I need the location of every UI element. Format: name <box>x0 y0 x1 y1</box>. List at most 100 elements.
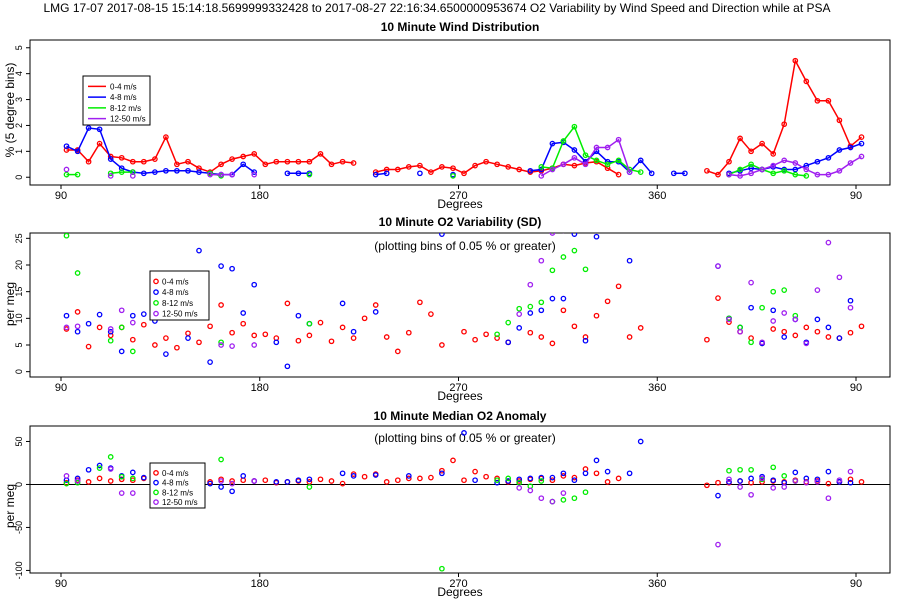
data-point <box>494 331 500 338</box>
data-point <box>770 288 777 295</box>
data-point <box>439 164 445 170</box>
data-point <box>229 171 235 178</box>
data-point <box>251 478 258 484</box>
data-point <box>306 476 313 483</box>
data-point <box>85 479 92 485</box>
data-point <box>196 169 202 175</box>
data-point <box>571 495 578 502</box>
data-point <box>428 169 434 175</box>
plot-frame <box>29 39 891 186</box>
data-point <box>549 166 556 173</box>
data-point <box>218 339 224 346</box>
data-point <box>737 478 743 484</box>
panel-title: 10 Minute O2 Variability (SD) <box>379 215 542 229</box>
data-point <box>803 340 810 347</box>
data-point <box>317 476 324 483</box>
data-point <box>439 342 445 348</box>
data-point <box>781 310 788 316</box>
data-point <box>825 239 832 246</box>
data-point <box>560 254 567 260</box>
data-point <box>163 335 169 341</box>
data-point <box>748 491 754 498</box>
data-point <box>140 474 147 481</box>
data-point <box>715 541 721 548</box>
data-point <box>858 140 865 147</box>
data-point <box>163 167 169 174</box>
data-point <box>770 162 777 169</box>
legend-swatch <box>153 310 159 317</box>
data-point <box>129 319 136 326</box>
data-point <box>847 476 854 483</box>
data-point <box>648 170 655 177</box>
data-point <box>604 161 611 168</box>
data-point <box>549 340 556 347</box>
data-point <box>152 169 158 175</box>
data-point <box>814 171 821 178</box>
data-point <box>262 477 269 484</box>
data-point <box>74 309 81 315</box>
data-point <box>781 121 788 128</box>
x-tick-label: 360 <box>648 578 666 590</box>
panel-subtitle: (plotting bins of 0.05 % or greater) <box>374 239 555 253</box>
data-point <box>74 171 81 178</box>
data-point <box>439 233 445 237</box>
data-point <box>770 485 777 491</box>
series-line <box>706 58 862 176</box>
data-point <box>317 151 324 157</box>
data-point <box>748 148 754 155</box>
data-point <box>704 336 710 343</box>
data-point <box>803 78 810 85</box>
y-tick-label: 4 <box>14 71 24 76</box>
data-point <box>704 482 710 489</box>
data-point <box>273 158 280 165</box>
data-point <box>571 477 578 484</box>
data-point <box>814 287 821 293</box>
data-point <box>781 167 788 174</box>
series-12-50-m-s <box>63 136 865 179</box>
data-point <box>836 335 843 341</box>
data-point <box>571 154 578 161</box>
legend-label: 0-4 m/s <box>162 469 189 478</box>
data-point <box>516 305 523 312</box>
data-point <box>505 339 512 346</box>
data-point <box>85 125 92 131</box>
data-point <box>306 479 313 485</box>
data-point <box>229 343 235 349</box>
data-point <box>229 156 235 162</box>
plot-area: 90 180 270 360 90 0 1 2 3 4 5 <box>14 39 891 202</box>
data-point <box>582 489 589 496</box>
data-point <box>560 473 567 479</box>
data-point <box>527 475 534 482</box>
data-point <box>858 153 865 160</box>
data-point <box>593 157 600 164</box>
y-tick-label: 2 <box>14 123 24 128</box>
series-12-50-m-s <box>63 466 854 548</box>
data-point <box>858 479 865 485</box>
data-layer <box>63 233 865 370</box>
data-point <box>527 487 534 494</box>
legend: 0-4 m/s4-8 m/s8-12 m/s12-50 m/s <box>149 462 206 509</box>
data-point <box>218 161 224 168</box>
data-point <box>74 323 81 330</box>
data-point <box>847 304 854 311</box>
data-point <box>781 328 788 335</box>
data-point <box>670 170 677 177</box>
data-point <box>847 160 854 166</box>
data-point <box>549 477 556 484</box>
data-point <box>759 166 765 173</box>
panel-title: 10 Minute Median O2 Anomaly <box>374 409 547 423</box>
data-point <box>770 477 777 484</box>
data-point <box>737 135 743 142</box>
data-point <box>394 477 401 484</box>
data-point <box>593 144 600 151</box>
data-point <box>748 161 754 168</box>
data-point <box>748 304 754 311</box>
data-point <box>129 469 136 476</box>
data-point <box>538 299 545 306</box>
legend-swatch <box>153 278 159 285</box>
data-point <box>107 454 114 460</box>
data-point <box>96 311 103 318</box>
data-point <box>737 328 743 335</box>
data-point <box>748 339 754 346</box>
data-point <box>405 475 412 482</box>
